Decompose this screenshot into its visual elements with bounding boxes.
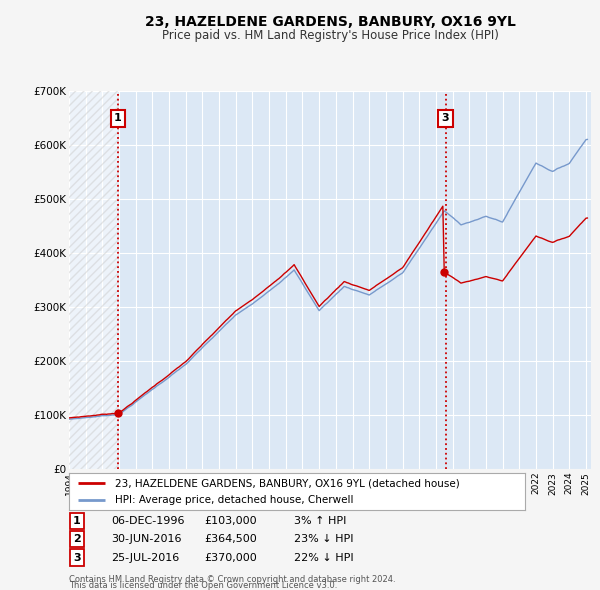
Text: 25-JUL-2016: 25-JUL-2016 [111, 553, 179, 562]
Text: 1: 1 [114, 113, 122, 123]
Text: £364,500: £364,500 [204, 535, 257, 544]
Text: 1: 1 [73, 516, 80, 526]
Text: 2: 2 [73, 535, 80, 544]
Text: HPI: Average price, detached house, Cherwell: HPI: Average price, detached house, Cher… [115, 496, 353, 505]
Text: 23, HAZELDENE GARDENS, BANBURY, OX16 9YL: 23, HAZELDENE GARDENS, BANBURY, OX16 9YL [145, 15, 515, 30]
Text: 23% ↓ HPI: 23% ↓ HPI [294, 535, 353, 544]
Text: 3% ↑ HPI: 3% ↑ HPI [294, 516, 346, 526]
Text: This data is licensed under the Open Government Licence v3.0.: This data is licensed under the Open Gov… [69, 581, 337, 590]
Text: Price paid vs. HM Land Registry's House Price Index (HPI): Price paid vs. HM Land Registry's House … [161, 29, 499, 42]
Text: £370,000: £370,000 [204, 553, 257, 562]
Text: 3: 3 [73, 553, 80, 562]
Text: 30-JUN-2016: 30-JUN-2016 [111, 535, 182, 544]
Text: Contains HM Land Registry data © Crown copyright and database right 2024.: Contains HM Land Registry data © Crown c… [69, 575, 395, 584]
Text: 3: 3 [442, 113, 449, 123]
Text: 06-DEC-1996: 06-DEC-1996 [111, 516, 185, 526]
Bar [69, 91, 118, 469]
Text: £103,000: £103,000 [204, 516, 257, 526]
Text: 23, HAZELDENE GARDENS, BANBURY, OX16 9YL (detached house): 23, HAZELDENE GARDENS, BANBURY, OX16 9YL… [115, 478, 460, 488]
Text: 22% ↓ HPI: 22% ↓ HPI [294, 553, 353, 562]
